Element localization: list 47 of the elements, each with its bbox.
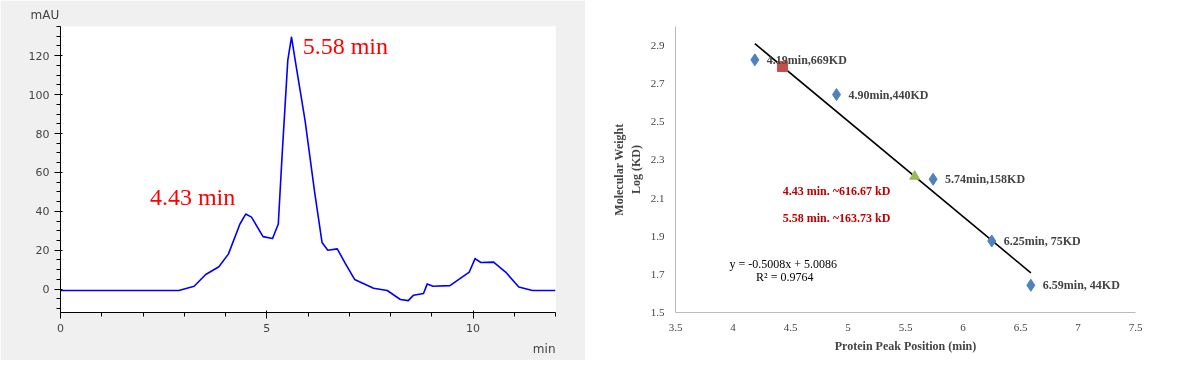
- x-tick-label: 0: [57, 321, 64, 335]
- data-label: 6.25min, 75KD: [1003, 234, 1082, 248]
- x-tick-label: 4: [730, 320, 737, 333]
- point: [909, 170, 921, 180]
- annotation: 4.43 min. ~616.67 kD: [782, 184, 891, 199]
- y-tick-label: 1.7: [650, 267, 665, 280]
- y-tick-label: 1.9: [650, 229, 665, 242]
- y-tick-label: 1.5: [650, 306, 665, 318]
- y-tick-label: 60: [35, 166, 50, 180]
- y-tick-label: 80: [35, 127, 50, 141]
- point: [987, 234, 997, 248]
- y-tick-label: 2.7: [650, 77, 665, 90]
- x-tick-label: 6: [960, 320, 967, 333]
- annotation: 5.58 min. ~163.73 kD: [782, 210, 891, 225]
- data-label: 5.74min,158KD: [945, 172, 1026, 187]
- y-tick-label: 2.1: [650, 191, 665, 204]
- point: [928, 172, 938, 186]
- annotation: y = -0.5008x + 5.0086: [729, 256, 838, 271]
- x-tick-label: 5: [845, 320, 852, 333]
- line-series: [60, 36, 556, 302]
- data-label: 4.90min,440KD: [848, 87, 929, 102]
- x-tick-label: 6.5: [1013, 320, 1028, 333]
- y-tick-label: 20: [35, 244, 50, 258]
- y-axis-title: mAU: [30, 7, 60, 22]
- point: [750, 53, 760, 67]
- x-tick-label: 10: [466, 321, 480, 335]
- y-tick-label: 2.5: [650, 115, 665, 128]
- x-tick-label: 5.5: [898, 320, 913, 333]
- annotation: R² = 0.9764: [756, 269, 814, 284]
- y-tick-label: 2.3: [650, 153, 665, 166]
- annotation: 5.58 min: [302, 33, 389, 60]
- x-tick-label: 7.5: [1128, 320, 1143, 333]
- point: [1026, 278, 1036, 292]
- y-tick-label: 2.9: [650, 39, 665, 52]
- x-tick-label: 7: [1075, 320, 1082, 333]
- y-axis-title: Molecular Weight Log (KD): [611, 123, 643, 216]
- x-axis-title: min: [532, 341, 556, 356]
- x-tick-label: 5: [263, 321, 271, 335]
- data-label: 6.59min, 44KD: [1042, 278, 1121, 293]
- x-tick-label: 4.5: [783, 320, 798, 333]
- annotation: 4.43 min: [149, 184, 236, 211]
- y-tick-label: 100: [28, 88, 50, 102]
- x-axis-title: Protein Peak Position (min): [834, 338, 977, 353]
- y-tick-label: 40: [35, 205, 50, 219]
- y-tick-label: 120: [28, 49, 50, 63]
- y-tick-label: 0: [42, 283, 50, 297]
- x-tick-label: 3.5: [668, 320, 683, 333]
